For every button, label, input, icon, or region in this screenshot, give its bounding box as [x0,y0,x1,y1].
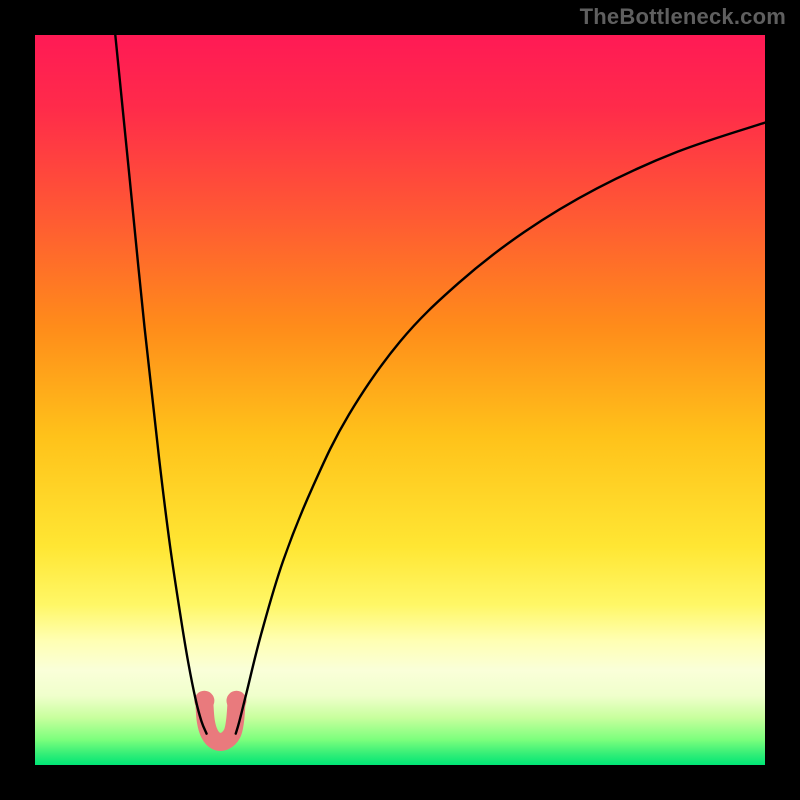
watermark-label: TheBottleneck.com [580,4,786,30]
bottleneck-chart [0,0,800,800]
chart-stage: TheBottleneck.com [0,0,800,800]
gradient-plot-area [35,35,765,765]
